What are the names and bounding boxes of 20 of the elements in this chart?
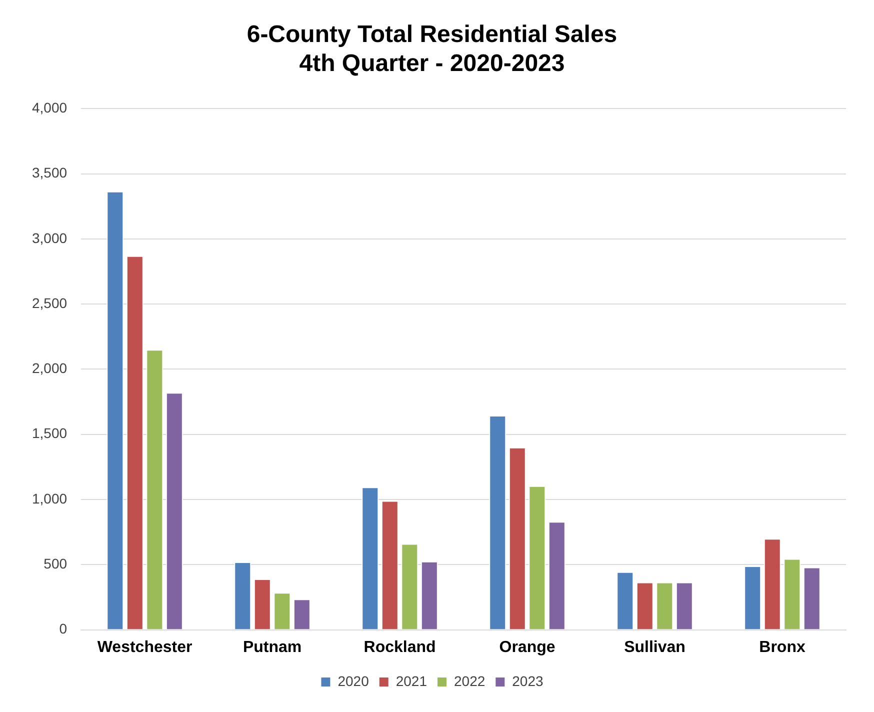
y-tick-label: 1,000	[32, 490, 68, 506]
legend-label: 2021	[396, 672, 428, 689]
y-tick-label: 2,000	[32, 360, 68, 376]
y-tick-label: 3,000	[32, 230, 68, 246]
chart-title: 6-County Total Residential Sales 4th Quarter - 2020-2023	[246, 21, 618, 77]
y-tick-label: 500	[44, 556, 68, 572]
y-tick-label: 2,500	[32, 294, 68, 311]
x-tick-label: Bronx	[759, 638, 806, 656]
y-tick-label: 3,500	[32, 164, 68, 181]
x-tick-label: Sullivan	[624, 638, 686, 656]
legend-label: 2023	[512, 672, 544, 689]
y-tick-label: 0	[59, 620, 68, 637]
legend-label: 2020	[338, 672, 370, 689]
x-tick-label: Orange	[499, 638, 556, 656]
x-tick-label: Rockland	[364, 638, 436, 656]
x-tick-label: Westchester	[97, 638, 192, 656]
x-tick-label: Putnam	[242, 638, 302, 656]
y-tick-label: 1,500	[32, 425, 68, 442]
y-tick-label: 4,000	[32, 99, 68, 116]
legend-label: 2022	[454, 672, 486, 689]
